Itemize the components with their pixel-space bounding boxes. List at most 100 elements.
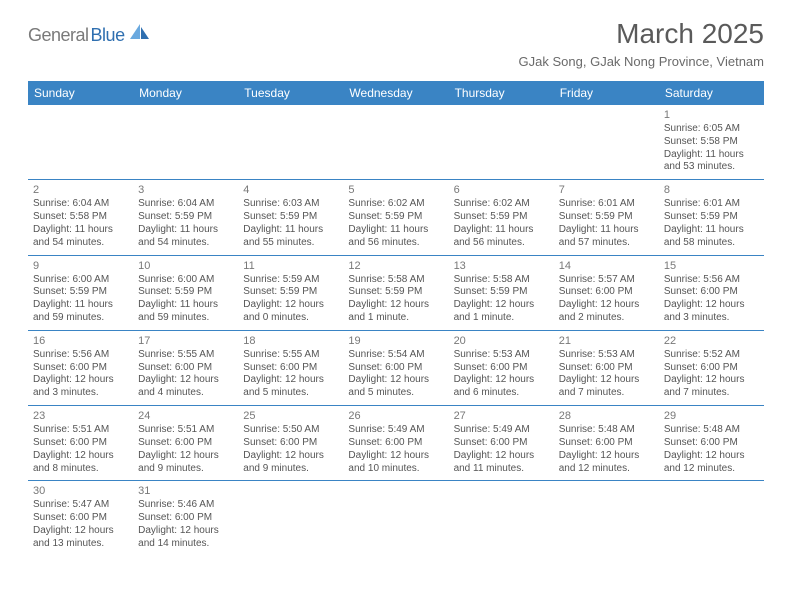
sunrise-text: Sunrise: 5:58 AM bbox=[454, 274, 549, 287]
sunrise-text: Sunrise: 5:48 AM bbox=[559, 424, 654, 437]
calendar-day-cell: 13Sunrise: 5:58 AMSunset: 5:59 PMDayligh… bbox=[449, 255, 554, 330]
day-number: 16 bbox=[33, 334, 128, 348]
sunset-text: Sunset: 6:00 PM bbox=[33, 512, 128, 525]
day-number: 24 bbox=[138, 409, 233, 423]
calendar-day-cell: 22Sunrise: 5:52 AMSunset: 6:00 PMDayligh… bbox=[659, 330, 764, 405]
calendar-day-cell: 7Sunrise: 6:01 AMSunset: 5:59 PMDaylight… bbox=[554, 180, 659, 255]
calendar-day-cell: 3Sunrise: 6:04 AMSunset: 5:59 PMDaylight… bbox=[133, 180, 238, 255]
sunrise-text: Sunrise: 5:53 AM bbox=[559, 349, 654, 362]
sunset-text: Sunset: 6:00 PM bbox=[348, 362, 443, 375]
daylight-text: Daylight: 11 hours and 56 minutes. bbox=[348, 224, 443, 250]
sunset-text: Sunset: 5:59 PM bbox=[454, 211, 549, 224]
calendar-empty-cell bbox=[238, 105, 343, 180]
sunrise-text: Sunrise: 5:57 AM bbox=[559, 274, 654, 287]
sunset-text: Sunset: 6:00 PM bbox=[243, 437, 338, 450]
daylight-text: Daylight: 12 hours and 7 minutes. bbox=[664, 374, 759, 400]
weekday-header: Thursday bbox=[449, 81, 554, 105]
sunrise-text: Sunrise: 5:50 AM bbox=[243, 424, 338, 437]
sunrise-text: Sunrise: 5:46 AM bbox=[138, 499, 233, 512]
sunrise-text: Sunrise: 6:01 AM bbox=[664, 198, 759, 211]
sunset-text: Sunset: 5:59 PM bbox=[138, 286, 233, 299]
calendar-day-cell: 10Sunrise: 6:00 AMSunset: 5:59 PMDayligh… bbox=[133, 255, 238, 330]
day-number: 14 bbox=[559, 259, 654, 273]
sunrise-text: Sunrise: 6:04 AM bbox=[33, 198, 128, 211]
sunset-text: Sunset: 6:00 PM bbox=[348, 437, 443, 450]
calendar-day-cell: 21Sunrise: 5:53 AMSunset: 6:00 PMDayligh… bbox=[554, 330, 659, 405]
sunset-text: Sunset: 5:59 PM bbox=[348, 211, 443, 224]
sunrise-text: Sunrise: 5:56 AM bbox=[664, 274, 759, 287]
day-number: 6 bbox=[454, 183, 549, 197]
sunrise-text: Sunrise: 6:02 AM bbox=[348, 198, 443, 211]
logo: General Blue bbox=[28, 24, 150, 47]
day-number: 20 bbox=[454, 334, 549, 348]
daylight-text: Daylight: 12 hours and 9 minutes. bbox=[243, 450, 338, 476]
calendar-week-row: 16Sunrise: 5:56 AMSunset: 6:00 PMDayligh… bbox=[28, 330, 764, 405]
calendar-empty-cell bbox=[659, 481, 764, 556]
calendar-day-cell: 25Sunrise: 5:50 AMSunset: 6:00 PMDayligh… bbox=[238, 406, 343, 481]
weekday-header: Saturday bbox=[659, 81, 764, 105]
daylight-text: Daylight: 12 hours and 6 minutes. bbox=[454, 374, 549, 400]
daylight-text: Daylight: 12 hours and 12 minutes. bbox=[559, 450, 654, 476]
sunset-text: Sunset: 6:00 PM bbox=[559, 362, 654, 375]
sunset-text: Sunset: 5:59 PM bbox=[348, 286, 443, 299]
sunset-text: Sunset: 6:00 PM bbox=[454, 437, 549, 450]
sunrise-text: Sunrise: 5:47 AM bbox=[33, 499, 128, 512]
daylight-text: Daylight: 11 hours and 59 minutes. bbox=[33, 299, 128, 325]
sunset-text: Sunset: 6:00 PM bbox=[33, 362, 128, 375]
day-number: 2 bbox=[33, 183, 128, 197]
day-number: 7 bbox=[559, 183, 654, 197]
calendar-day-cell: 17Sunrise: 5:55 AMSunset: 6:00 PMDayligh… bbox=[133, 330, 238, 405]
calendar-empty-cell bbox=[343, 481, 448, 556]
day-number: 21 bbox=[559, 334, 654, 348]
daylight-text: Daylight: 12 hours and 14 minutes. bbox=[138, 525, 233, 551]
sunset-text: Sunset: 6:00 PM bbox=[559, 437, 654, 450]
sunrise-text: Sunrise: 6:05 AM bbox=[664, 123, 759, 136]
day-number: 23 bbox=[33, 409, 128, 423]
day-number: 4 bbox=[243, 183, 338, 197]
day-number: 31 bbox=[138, 484, 233, 498]
daylight-text: Daylight: 12 hours and 8 minutes. bbox=[33, 450, 128, 476]
sunrise-text: Sunrise: 5:49 AM bbox=[348, 424, 443, 437]
daylight-text: Daylight: 11 hours and 54 minutes. bbox=[33, 224, 128, 250]
day-number: 11 bbox=[243, 259, 338, 273]
weekday-header: Sunday bbox=[28, 81, 133, 105]
day-number: 8 bbox=[664, 183, 759, 197]
daylight-text: Daylight: 12 hours and 3 minutes. bbox=[33, 374, 128, 400]
daylight-text: Daylight: 12 hours and 1 minute. bbox=[348, 299, 443, 325]
day-number: 10 bbox=[138, 259, 233, 273]
sunrise-text: Sunrise: 5:54 AM bbox=[348, 349, 443, 362]
calendar-day-cell: 29Sunrise: 5:48 AMSunset: 6:00 PMDayligh… bbox=[659, 406, 764, 481]
sunset-text: Sunset: 5:58 PM bbox=[33, 211, 128, 224]
sunset-text: Sunset: 5:59 PM bbox=[33, 286, 128, 299]
day-number: 22 bbox=[664, 334, 759, 348]
calendar-empty-cell bbox=[133, 105, 238, 180]
sunset-text: Sunset: 6:00 PM bbox=[138, 362, 233, 375]
daylight-text: Daylight: 12 hours and 12 minutes. bbox=[664, 450, 759, 476]
calendar-day-cell: 30Sunrise: 5:47 AMSunset: 6:00 PMDayligh… bbox=[28, 481, 133, 556]
sunrise-text: Sunrise: 5:55 AM bbox=[243, 349, 338, 362]
calendar-empty-cell bbox=[343, 105, 448, 180]
calendar-day-cell: 26Sunrise: 5:49 AMSunset: 6:00 PMDayligh… bbox=[343, 406, 448, 481]
day-number: 15 bbox=[664, 259, 759, 273]
weekday-header-row: SundayMondayTuesdayWednesdayThursdayFrid… bbox=[28, 81, 764, 105]
sunrise-text: Sunrise: 5:59 AM bbox=[243, 274, 338, 287]
daylight-text: Daylight: 11 hours and 59 minutes. bbox=[138, 299, 233, 325]
daylight-text: Daylight: 11 hours and 53 minutes. bbox=[664, 149, 759, 175]
calendar-day-cell: 28Sunrise: 5:48 AMSunset: 6:00 PMDayligh… bbox=[554, 406, 659, 481]
sunset-text: Sunset: 5:59 PM bbox=[559, 211, 654, 224]
calendar-week-row: 9Sunrise: 6:00 AMSunset: 5:59 PMDaylight… bbox=[28, 255, 764, 330]
sunrise-text: Sunrise: 5:53 AM bbox=[454, 349, 549, 362]
logo-text-gray: General bbox=[28, 25, 89, 46]
sunrise-text: Sunrise: 6:00 AM bbox=[33, 274, 128, 287]
calendar-day-cell: 6Sunrise: 6:02 AMSunset: 5:59 PMDaylight… bbox=[449, 180, 554, 255]
calendar-day-cell: 14Sunrise: 5:57 AMSunset: 6:00 PMDayligh… bbox=[554, 255, 659, 330]
weekday-header: Friday bbox=[554, 81, 659, 105]
daylight-text: Daylight: 11 hours and 56 minutes. bbox=[454, 224, 549, 250]
sunset-text: Sunset: 6:00 PM bbox=[33, 437, 128, 450]
daylight-text: Daylight: 12 hours and 10 minutes. bbox=[348, 450, 443, 476]
sunrise-text: Sunrise: 5:52 AM bbox=[664, 349, 759, 362]
title-block: March 2025 GJak Song, GJak Nong Province… bbox=[519, 18, 764, 69]
daylight-text: Daylight: 11 hours and 57 minutes. bbox=[559, 224, 654, 250]
day-number: 19 bbox=[348, 334, 443, 348]
sunset-text: Sunset: 6:00 PM bbox=[138, 512, 233, 525]
